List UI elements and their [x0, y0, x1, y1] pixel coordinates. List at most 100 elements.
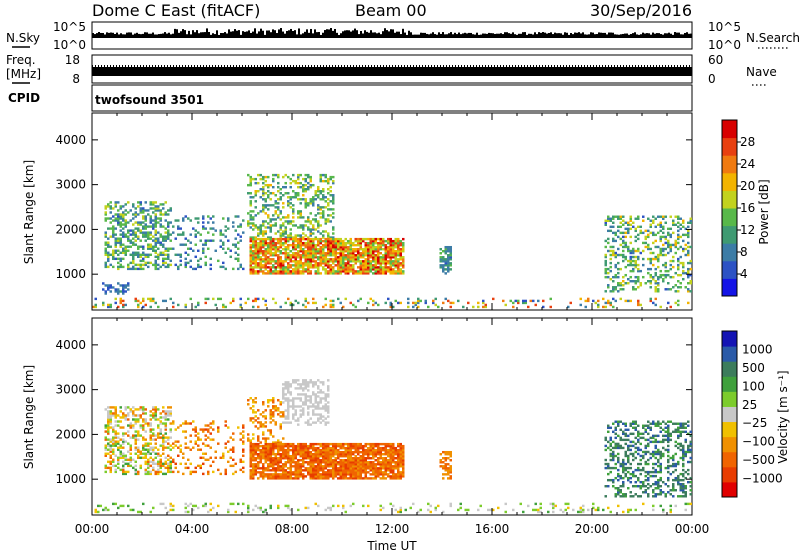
- range-gate-cell: [122, 219, 125, 222]
- range-gate-cell: [289, 473, 292, 476]
- range-gate-cell: [309, 266, 312, 269]
- range-gate-cell: [297, 463, 300, 466]
- range-gate-cell: [297, 185, 300, 189]
- range-gate-cell: [339, 245, 342, 249]
- range-gate-cell: [314, 218, 317, 221]
- range-gate-cell: [132, 253, 135, 257]
- range-gate-cell: [194, 440, 197, 443]
- range-gate-cell: [364, 475, 367, 478]
- range-gate-cell: [367, 272, 370, 275]
- range-gate-cell: [322, 407, 325, 410]
- range-gate-cell: [669, 288, 672, 291]
- range-gate-cell: [299, 387, 302, 390]
- freq-spike: [365, 65, 366, 68]
- range-gate-cell: [267, 185, 270, 189]
- range-gate-cell: [307, 405, 310, 408]
- range-gate-cell: [237, 215, 240, 218]
- range-gate-cell: [354, 254, 357, 257]
- range-gate-cell: [127, 418, 130, 421]
- range-gate-cell: [367, 457, 370, 460]
- range-gate-cell: [107, 259, 110, 263]
- range-gate-cell: [359, 469, 362, 472]
- range-gate-cell: [624, 265, 627, 269]
- range-gate-cell: [104, 426, 107, 429]
- range-gate-cell: [339, 264, 342, 267]
- range-gate-cell: [167, 412, 170, 415]
- range-gate-cell: [617, 225, 620, 229]
- range-gate-cell: [207, 297, 210, 301]
- range-gate-cell: [637, 247, 640, 251]
- range-gate-cell: [679, 286, 682, 289]
- range-gate-cell: [149, 219, 152, 222]
- range-gate-cell: [282, 413, 285, 416]
- range-gate-cell: [334, 459, 337, 462]
- nsky-bar: [436, 34, 438, 38]
- freq-spike: [398, 65, 399, 68]
- range-gate-cell: [319, 192, 322, 195]
- range-gate-cell: [274, 212, 277, 215]
- range-gate-cell: [249, 473, 252, 476]
- range-gate-cell: [257, 245, 260, 249]
- range-gate-cell: [262, 411, 265, 414]
- range-gate-cell: [314, 254, 317, 257]
- nsky-bar: [96, 33, 98, 38]
- range-gate-cell: [317, 446, 320, 450]
- range-gate-cell: [129, 456, 132, 459]
- range-gate-cell: [364, 250, 367, 253]
- range-gate-cell: [242, 434, 245, 437]
- range-gate-cell: [142, 420, 145, 423]
- range-gate-cell: [259, 455, 262, 458]
- range-gate-cell: [164, 235, 167, 238]
- range-gate-cell: [104, 213, 107, 216]
- range-gate-cell: [154, 472, 157, 476]
- range-gate-cell: [124, 203, 127, 206]
- nsky-bar: [102, 32, 104, 38]
- freq-spike: [251, 65, 252, 69]
- range-gate-cell: [607, 219, 610, 222]
- freq-spike: [386, 65, 387, 69]
- range-gate-cell: [107, 286, 110, 289]
- range-gate-cell: [362, 268, 365, 271]
- range-gate-cell: [272, 245, 275, 249]
- range-gate-cell: [322, 444, 325, 448]
- range-gate-cell: [304, 305, 307, 309]
- range-gate-cell: [224, 470, 227, 474]
- range-gate-cell: [309, 455, 312, 458]
- range-gate-cell: [649, 286, 652, 289]
- range-gate-cell: [384, 260, 387, 263]
- range-gate-cell: [367, 254, 370, 257]
- range-gate-cell: [304, 190, 307, 193]
- nsky-bar: [110, 32, 112, 38]
- range-gate-cell: [257, 437, 260, 440]
- range-gate-cell: [607, 284, 610, 287]
- range-gate-cell: [657, 215, 660, 218]
- range-gate-cell: [259, 260, 262, 263]
- range-gate-cell: [107, 460, 110, 464]
- range-gate-cell: [262, 401, 265, 404]
- range-gate-cell: [299, 226, 302, 229]
- y-tick-label: 2000: [55, 222, 86, 236]
- range-gate-cell: [294, 461, 297, 464]
- range-gate-cell: [277, 262, 280, 265]
- range-gate-cell: [297, 469, 300, 472]
- range-gate-cell: [249, 452, 252, 456]
- range-gate-cell: [307, 175, 310, 179]
- range-gate-cell: [307, 452, 310, 456]
- range-gate-cell: [122, 286, 125, 289]
- range-gate-cell: [139, 223, 142, 226]
- range-gate-cell: [672, 231, 675, 235]
- range-gate-cell: [309, 397, 312, 400]
- freq-spike: [593, 65, 594, 69]
- range-gate-cell: [252, 469, 255, 472]
- range-gate-cell: [317, 407, 320, 410]
- range-gate-cell: [444, 260, 447, 263]
- range-gate-cell: [327, 258, 330, 261]
- range-gate-cell: [284, 239, 287, 243]
- range-gate-cell: [679, 217, 682, 220]
- range-gate-cell: [199, 428, 202, 431]
- range-gate-cell: [149, 446, 152, 449]
- range-gate-cell: [362, 272, 365, 275]
- range-gate-cell: [239, 297, 242, 301]
- range-gate-cell: [669, 243, 672, 247]
- range-gate-cell: [279, 245, 282, 249]
